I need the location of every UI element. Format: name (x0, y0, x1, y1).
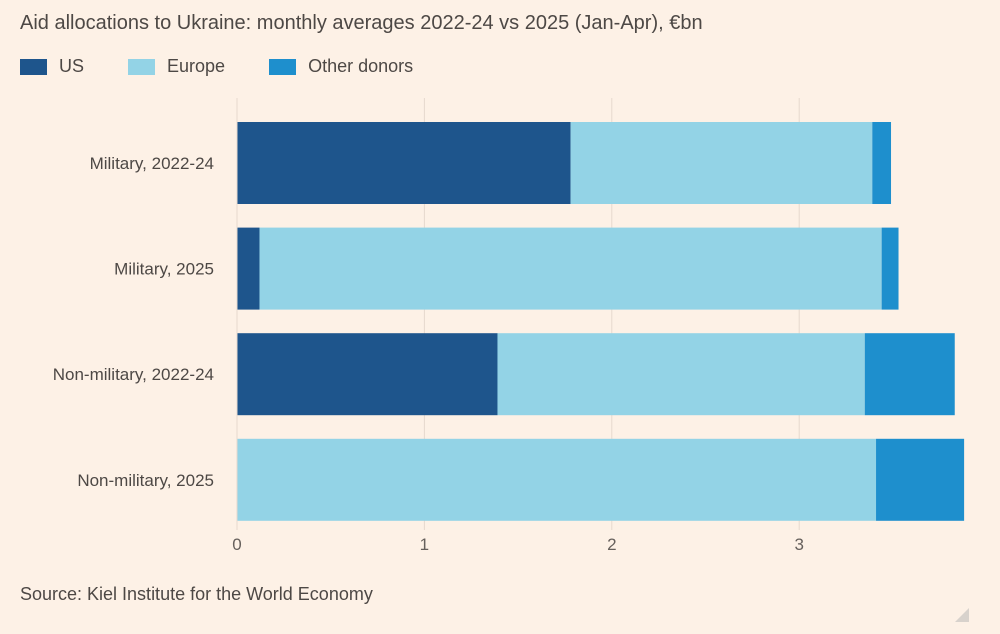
bar-other-donors-3 (864, 333, 955, 416)
legend-swatch-us (20, 58, 47, 75)
category-label: Non-military, 2022-24 (53, 365, 214, 384)
x-tick-label: 3 (794, 535, 803, 554)
bar-us-1 (237, 122, 571, 204)
legend-swatch-other-donors (269, 58, 297, 75)
bar-us-3 (237, 333, 498, 416)
source-note: Source: Kiel Institute for the World Eco… (20, 584, 373, 604)
x-tick-label: 1 (420, 535, 429, 554)
legend-label-other-donors: Other donors (308, 56, 414, 76)
category-label: Military, 2025 (114, 260, 214, 279)
bar-other-donors-1 (872, 122, 892, 204)
category-label: Non-military, 2025 (77, 471, 214, 490)
bar-europe-3 (497, 333, 865, 416)
bar-other-donors-2 (881, 227, 899, 310)
bar-other-donors-4 (876, 438, 965, 521)
bar-europe-4 (237, 438, 877, 521)
legend-swatch-europe (128, 58, 156, 75)
resize-corner-icon (955, 608, 969, 622)
bar-europe-2 (259, 227, 882, 310)
bar-us-2 (237, 227, 260, 310)
chart-title: Aid allocations to Ukraine: monthly aver… (20, 12, 703, 34)
bar-europe-1 (570, 122, 873, 204)
category-label: Military, 2022-24 (90, 154, 214, 173)
legend: US Europe Other donors (20, 56, 457, 77)
legend-label-us: US (59, 56, 85, 76)
x-tick-label: 0 (232, 535, 241, 554)
legend-item-us: US (20, 56, 84, 77)
x-tick-label: 2 (607, 535, 616, 554)
legend-item-other-donors: Other donors (269, 56, 413, 77)
legend-label-europe: Europe (167, 56, 226, 76)
legend-item-europe: Europe (128, 56, 225, 77)
